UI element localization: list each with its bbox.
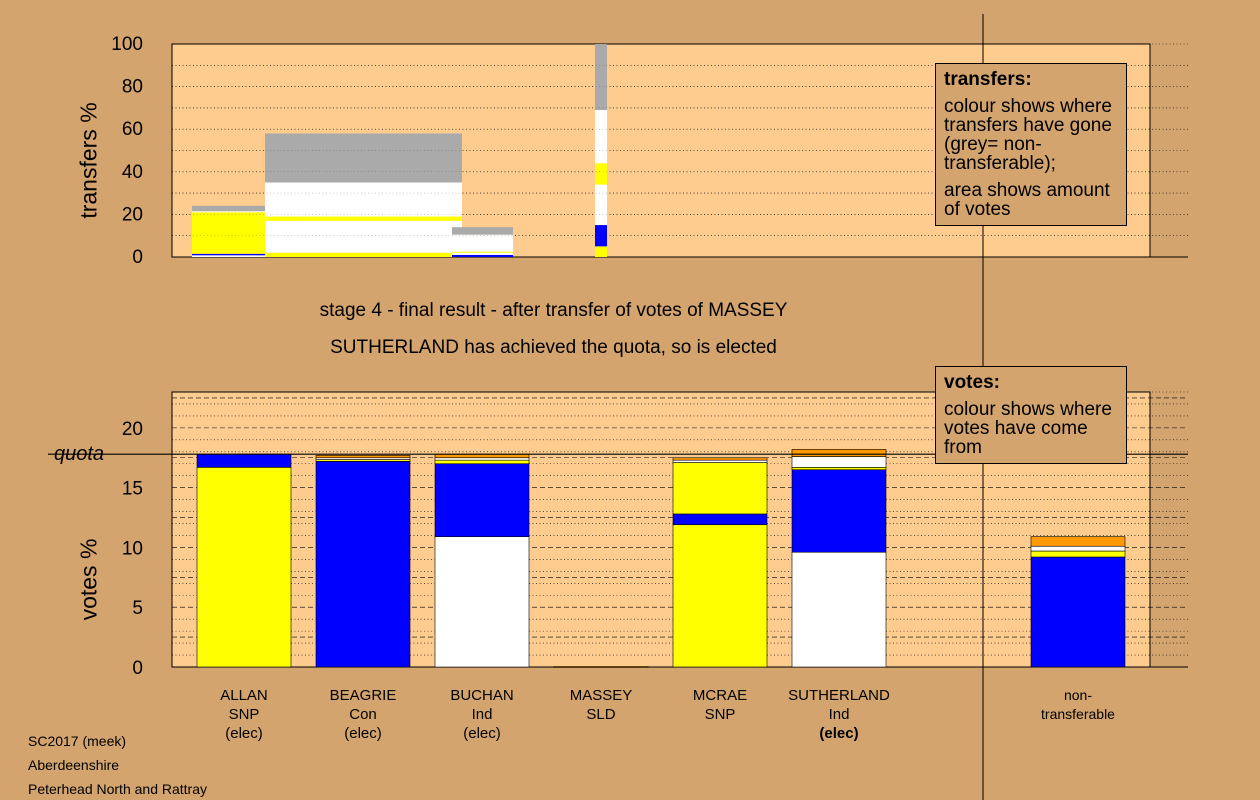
- transfers-tick-label: 60: [122, 119, 143, 140]
- votes-legend-title: votes:: [944, 372, 1000, 393]
- votes-tick-label: 15: [122, 479, 143, 500]
- candidate-label: non-transferable: [1008, 686, 1148, 724]
- transfer-segment: [265, 216, 462, 221]
- vote-segment: [434, 463, 530, 537]
- candidate-label-line: MASSEY: [569, 687, 633, 704]
- candidate-label: BEAGRIE Con (elec): [293, 686, 433, 743]
- note-system: SC2017 (meek): [28, 733, 127, 749]
- transfer-segment: [192, 205, 297, 212]
- transfers-tick-label: 0: [132, 247, 143, 268]
- candidate-label: BUCHAN Ind (elec): [412, 686, 552, 743]
- candidate-label-line: BEAGRIE: [329, 687, 397, 704]
- candidate-label-line: (elec): [819, 725, 859, 742]
- vote-segment: [791, 467, 887, 471]
- vote-segment: [315, 461, 411, 668]
- vote-segment: [196, 467, 292, 668]
- vote-segment: [1030, 536, 1126, 547]
- vote-segment: [791, 456, 887, 468]
- transfer-segment: [452, 252, 513, 255]
- transfers-tick-label: 100: [111, 34, 143, 55]
- transfer-segment: [595, 44, 607, 111]
- votes-legend: votes: colour shows where votes have com…: [935, 366, 1127, 464]
- transfers-legend: transfers: colour shows where transfers …: [935, 63, 1127, 226]
- transfer-segment: [265, 182, 462, 217]
- vote-segment: [672, 513, 768, 526]
- transfer-segment: [265, 252, 462, 257]
- transfers-tick-label: 20: [122, 204, 143, 225]
- transfer-segment: [595, 225, 607, 247]
- transfer-segment: [265, 220, 462, 253]
- vote-segment: [1030, 550, 1126, 558]
- transfer-segment: [595, 246, 607, 257]
- vote-segment: [791, 469, 887, 553]
- vote-segment: [196, 453, 292, 468]
- candidate-label-line: ALLAN: [220, 687, 268, 704]
- votes-tick-label: 0: [132, 658, 143, 679]
- candidate-label-line: (elec): [225, 725, 263, 742]
- candidate-label-line: SNP: [228, 706, 260, 723]
- candidate-label-line: SLD: [586, 706, 616, 723]
- transfer-segment: [595, 163, 607, 185]
- vote-segment: [315, 455, 411, 459]
- candidate-label-line: non-: [1063, 687, 1093, 703]
- candidate-label-line: transferable: [1041, 706, 1115, 722]
- vote-segment: [791, 551, 887, 668]
- vote-segment: [672, 524, 768, 668]
- transfer-segment: [192, 255, 297, 257]
- transfer-segment: [595, 110, 607, 164]
- result-caption: SUTHERLAND has achieved the quota, so is…: [330, 337, 777, 358]
- votes-tick-label: 20: [122, 419, 143, 440]
- votes-axis-title: votes %: [75, 538, 102, 621]
- vote-segment: [1030, 556, 1126, 668]
- candidate-label: MASSEY SLD: [531, 686, 671, 724]
- candidate-label-line: (elec): [463, 725, 501, 742]
- stage-caption: stage 4 - final result - after transfer …: [319, 300, 788, 321]
- candidate-label: SUTHERLAND Ind (elec): [769, 686, 909, 743]
- candidate-label-line: MCRAE: [692, 687, 748, 704]
- candidate-label-line: Con: [349, 706, 377, 723]
- vote-segment: [672, 462, 768, 515]
- candidate-label-line: BUCHAN: [450, 687, 514, 704]
- vote-segment: [434, 457, 530, 461]
- votes-tick-label: 10: [122, 538, 143, 559]
- transfers-tick-label: 80: [122, 77, 143, 98]
- transfers-tick-label: 40: [122, 162, 143, 183]
- vote-segment: [672, 457, 768, 461]
- vote-segment: [672, 459, 768, 463]
- transfer-segment: [452, 251, 513, 253]
- transfers-legend-area-text: area shows amount of votes: [944, 180, 1110, 220]
- candidate-label-line: SUTHERLAND: [788, 687, 890, 704]
- note-council: Aberdeenshire: [28, 757, 120, 773]
- transfer-segment: [595, 184, 607, 226]
- candidate-label: ALLAN SNP (elec): [174, 686, 314, 743]
- transfer-segment: [452, 254, 513, 257]
- transfer-segment: [452, 227, 513, 235]
- transfers-axis-title: transfers %: [75, 102, 102, 219]
- transfers-legend-text: colour shows where transfers have gone (…: [944, 96, 1112, 174]
- vote-segment: [791, 449, 887, 457]
- votes-legend-text: colour shows where votes have come from: [944, 399, 1112, 458]
- transfer-segment: [192, 211, 297, 213]
- transfer-segment: [192, 253, 297, 256]
- transfer-segment: [452, 234, 513, 252]
- votes-tick-label: 5: [132, 598, 143, 619]
- note-ward: Peterhead North and Rattray: [28, 781, 207, 797]
- transfer-segment: [265, 133, 462, 183]
- vote-segment: [1030, 545, 1126, 552]
- candidate-label-line: SNP: [704, 706, 736, 723]
- vote-segment: [434, 536, 530, 668]
- candidate-label-line: Ind: [471, 706, 493, 723]
- quota-label: quota: [54, 443, 105, 465]
- vote-segment: [434, 459, 530, 465]
- transfers-legend-title: transfers:: [944, 69, 1032, 90]
- candidate-label: MCRAE SNP: [650, 686, 790, 724]
- vote-segment: [553, 666, 649, 668]
- candidate-label-line: (elec): [344, 725, 382, 742]
- candidate-label-line: Ind: [828, 706, 850, 723]
